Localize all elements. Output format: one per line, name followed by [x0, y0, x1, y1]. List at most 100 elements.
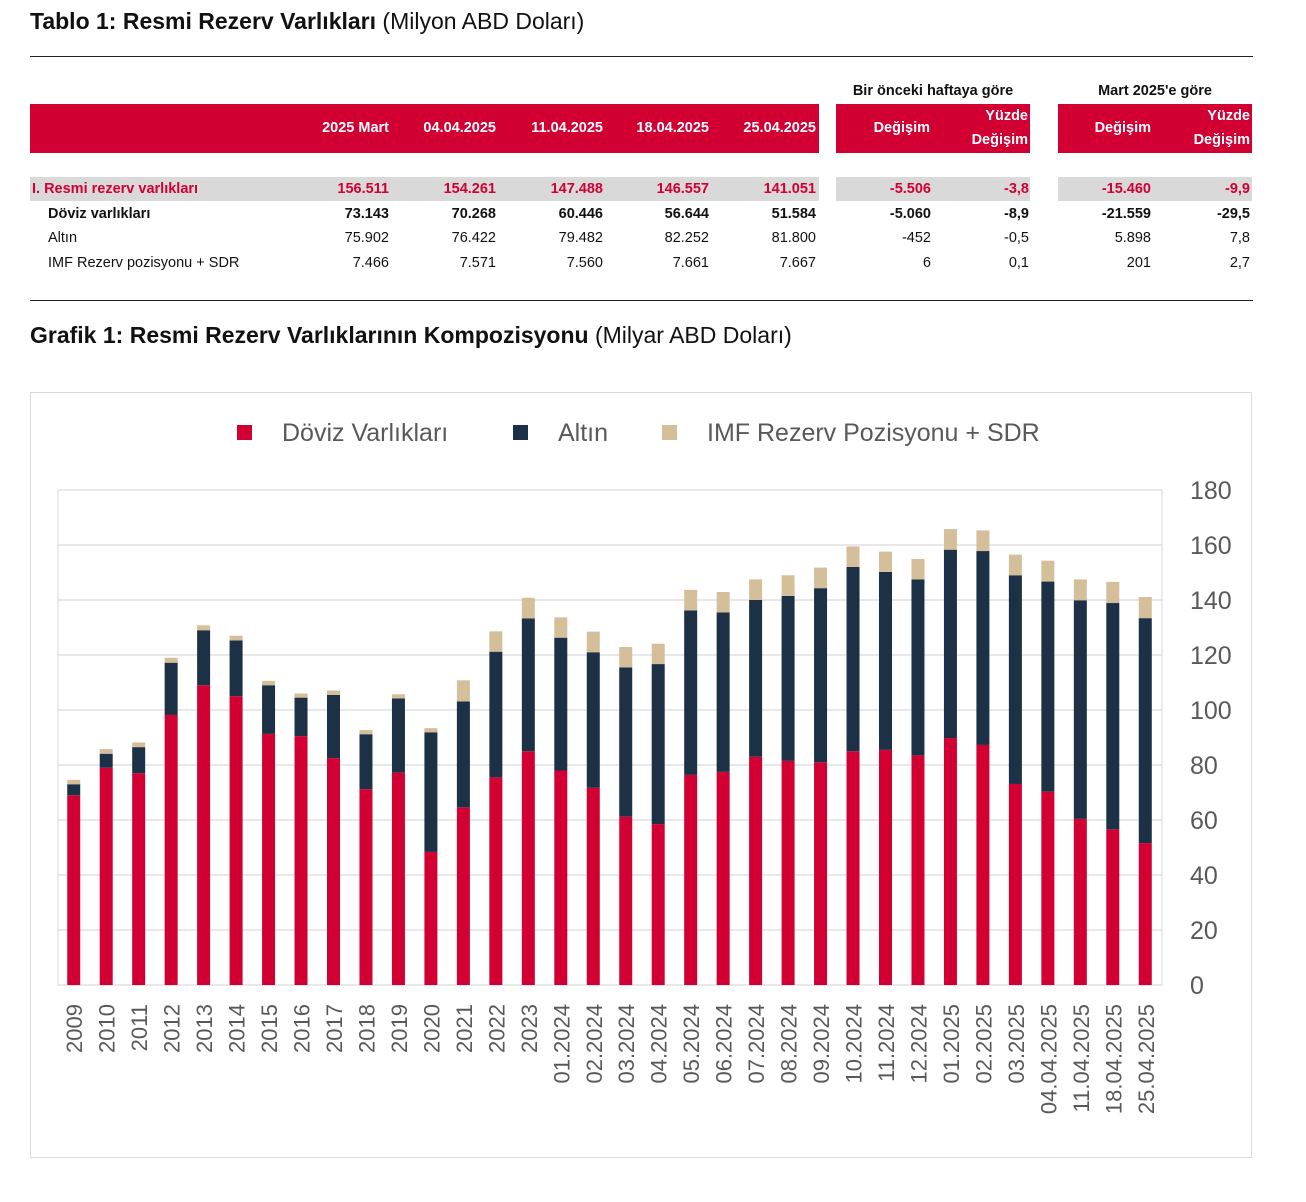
chart-bars: [67, 529, 1152, 985]
bar-imf-sdr: [943, 529, 957, 550]
bar-imf-sdr: [1138, 596, 1152, 619]
legend-label: Altın: [558, 419, 608, 447]
bar-altin: [132, 747, 146, 774]
bar-stack: [684, 589, 698, 985]
bar-altin: [1073, 600, 1087, 819]
total-row-shade-main: [30, 177, 819, 201]
bar-stack: [651, 643, 665, 985]
row-value: 7.560: [566, 255, 603, 271]
row-week-pct: 0,1: [1008, 255, 1029, 271]
row-value: 146.557: [656, 181, 709, 197]
bar-imf-sdr: [132, 742, 146, 748]
row-value: 147.488: [550, 181, 603, 197]
bar-doviz: [781, 760, 795, 985]
bar-stack: [846, 546, 860, 985]
x-tick-label: 25.04.2025: [1134, 1004, 1159, 1114]
bar-doviz: [164, 714, 178, 985]
bar-imf-sdr: [976, 530, 990, 552]
total-row-shade-march: [1058, 177, 1252, 201]
bar-stack: [456, 680, 470, 985]
bar-altin: [67, 784, 81, 796]
col-header-11-04: 11.04.2025: [531, 120, 603, 136]
legend-swatch-doviz: [237, 425, 252, 440]
bar-imf-sdr: [1041, 560, 1055, 582]
bar-stack: [521, 597, 535, 985]
row-value: 75.902: [344, 230, 389, 246]
row-value: 141.051: [763, 181, 816, 197]
bar-altin: [197, 630, 211, 686]
bar-doviz: [879, 749, 892, 985]
plot-area-border: [57, 489, 1163, 986]
bar-imf-sdr: [327, 690, 340, 695]
row-week-change: -452: [901, 230, 931, 246]
chart-gridlines: [57, 489, 1163, 986]
bar-altin: [943, 549, 957, 739]
col-header-04-04: 04.04.2025: [423, 120, 496, 136]
table-title-main: Tablo 1: Resmi Rezerv Varlıkları: [30, 8, 377, 34]
bar-doviz: [1106, 829, 1120, 985]
bar-doviz: [1008, 783, 1022, 985]
x-tick-label: 2021: [452, 1004, 477, 1053]
bar-imf-sdr: [262, 680, 276, 686]
bar-altin: [684, 610, 698, 775]
bar-doviz: [814, 762, 828, 985]
bar-altin: [814, 588, 828, 763]
row-value: 7.667: [779, 255, 816, 271]
bar-altin: [911, 579, 925, 756]
bar-imf-sdr: [846, 546, 860, 567]
bar-imf-sdr: [197, 625, 211, 631]
bar-altin: [489, 651, 503, 778]
table-header-march: Değişim Yüzde Değişim: [1058, 104, 1252, 153]
bar-imf-sdr: [879, 551, 892, 572]
bar-doviz: [456, 807, 470, 985]
y-tick-label: 0: [1190, 972, 1204, 1000]
bar-altin: [294, 697, 308, 737]
bar-stack: [489, 631, 503, 985]
x-tick-label: 11.2024: [874, 1004, 899, 1082]
bar-altin: [651, 664, 665, 825]
group-header-march: Mart 2025'e göre: [1098, 83, 1212, 99]
bar-imf-sdr: [456, 680, 470, 702]
bar-doviz: [294, 736, 308, 985]
chart-container: [30, 392, 1252, 1158]
col-header-2025-mart: 2025 Mart: [322, 120, 389, 136]
bar-imf-sdr: [1073, 579, 1087, 601]
chart-title: Grafik 1: Resmi Rezerv Varlıklarının Kom…: [30, 322, 792, 349]
bar-altin: [521, 618, 535, 752]
bar-altin: [99, 753, 113, 768]
row-week-pct: -0,5: [1004, 230, 1029, 246]
bar-altin: [619, 667, 633, 817]
row-value: 81.800: [771, 230, 816, 246]
y-tick-label: 80: [1190, 752, 1218, 780]
chart-title-main: Grafik 1: Resmi Rezerv Varlıklarının Kom…: [30, 322, 589, 348]
x-tick-label: 01.2025: [939, 1004, 964, 1084]
bar-doviz: [99, 767, 113, 985]
row-week-change: -5.506: [889, 181, 931, 197]
bar-imf-sdr: [554, 617, 568, 638]
x-axis-ticks: 2009 2010 2011 2012 2013 2014 2015 2016 2017 2018…: [62, 1004, 1159, 1114]
x-tick-label: 02.2024: [582, 1004, 607, 1084]
x-tick-label: 05.2024: [679, 1004, 704, 1084]
bar-altin: [781, 595, 795, 761]
row-label: I. Resmi rezerv varlıkları: [32, 181, 199, 197]
col-header-march-pct-1: Yüzde: [1207, 108, 1250, 124]
bar-doviz: [1073, 818, 1087, 985]
bar-altin: [1106, 603, 1120, 830]
table-header-main: 2025 Mart 04.04.2025 11.04.2025 18.04.20…: [30, 104, 819, 153]
bar-doviz: [651, 824, 665, 985]
x-tick-label: 2023: [517, 1004, 542, 1053]
x-tick-label: 2022: [484, 1004, 509, 1053]
bar-imf-sdr: [749, 579, 763, 600]
x-tick-label: 02.2025: [971, 1004, 996, 1084]
y-tick-label: 100: [1190, 697, 1232, 725]
bar-doviz: [359, 789, 373, 985]
bar-stack: [391, 694, 405, 985]
bar-stack: [327, 690, 340, 985]
row-value: 7.661: [672, 255, 709, 271]
col-header-18-04: 18.04.2025: [636, 120, 709, 136]
bar-doviz: [262, 733, 276, 985]
bar-stack: [1041, 560, 1055, 985]
legend-swatch-altin: [513, 425, 528, 440]
table-bottom-rule: [30, 300, 1253, 301]
